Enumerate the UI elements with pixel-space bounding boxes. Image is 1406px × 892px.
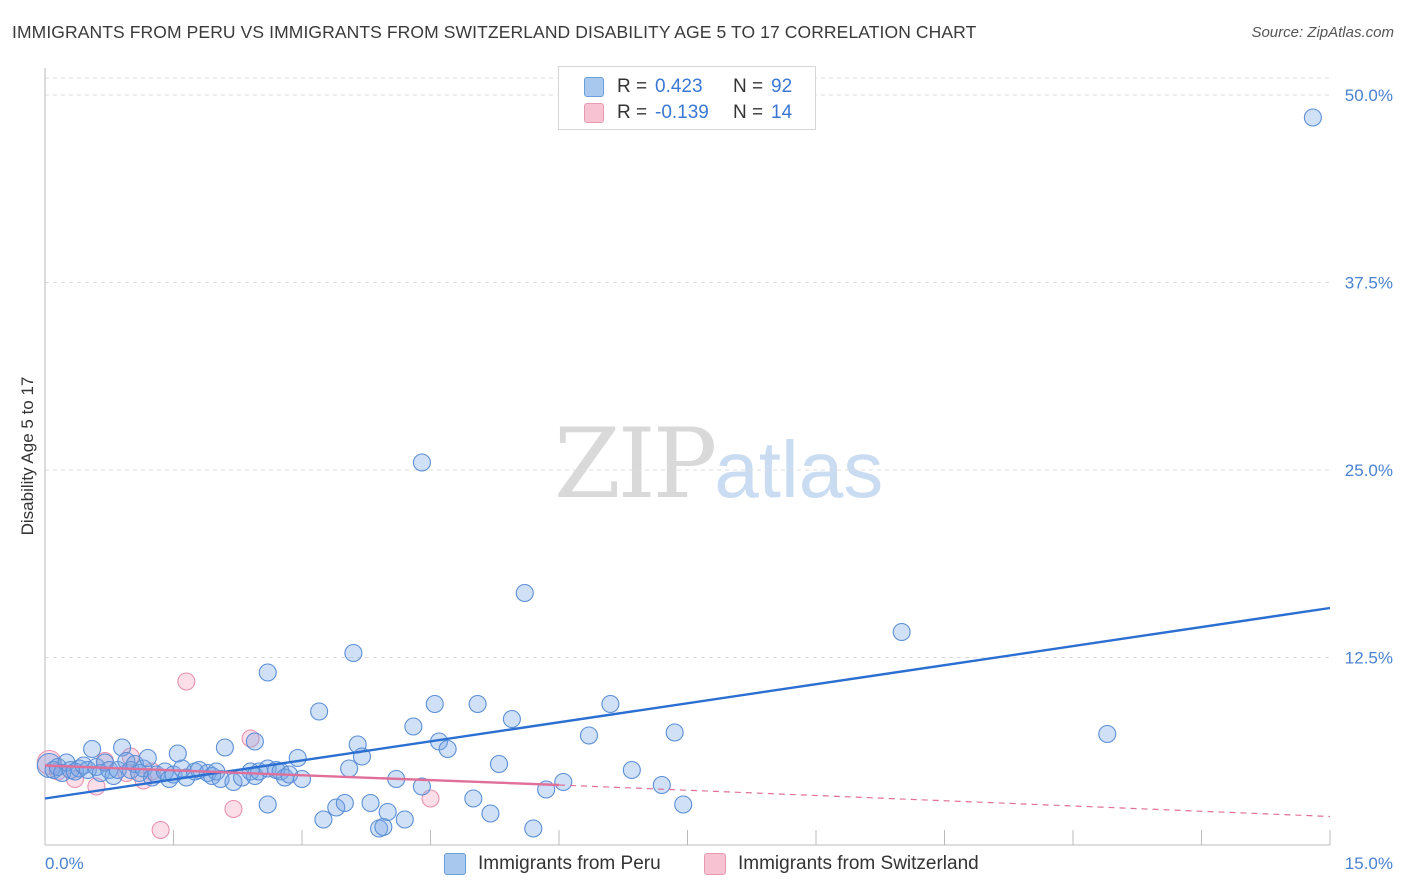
- peru-point: [464, 789, 483, 808]
- peru-point: [438, 739, 457, 759]
- peru-point: [314, 810, 333, 829]
- r-value: 0.423: [655, 76, 703, 97]
- r-label: R =: [617, 76, 648, 97]
- peru-point: [892, 622, 911, 642]
- peru-point: [489, 754, 509, 774]
- peru-point: [395, 810, 414, 829]
- peru-point: [665, 723, 684, 742]
- peru-point: [288, 748, 307, 768]
- x-tick-label: 15.0%: [1345, 854, 1393, 873]
- peru-swatch: [584, 77, 604, 97]
- n-value: 92: [771, 76, 793, 97]
- peru-point: [652, 775, 671, 795]
- peru-point: [515, 583, 534, 603]
- peru-point: [215, 738, 234, 757]
- peru-point: [622, 760, 641, 780]
- peru-point: [1303, 108, 1322, 127]
- source-label: Source: ZipAtlas.com: [1251, 24, 1394, 41]
- peru-point: [292, 769, 312, 789]
- peru-point: [245, 732, 264, 751]
- peru-point: [425, 694, 444, 714]
- peru-point: [361, 793, 380, 813]
- peru-point: [310, 702, 329, 721]
- peru-point: [327, 798, 346, 817]
- peru-point: [138, 748, 157, 768]
- peru-point: [502, 709, 521, 729]
- y-tick-label: 25.0%: [1345, 461, 1393, 480]
- switzerland-point: [151, 820, 170, 840]
- y-tick-label: 37.5%: [1345, 274, 1393, 293]
- peru-point: [374, 817, 393, 837]
- peru-point: [168, 744, 187, 763]
- peru-point: [340, 759, 359, 778]
- y-tick-label: 12.5%: [1345, 649, 1393, 668]
- peru-point: [344, 643, 363, 663]
- switzerland-point: [177, 672, 196, 691]
- peru-point: [674, 795, 693, 814]
- n-label: N =: [733, 76, 764, 97]
- peru-point: [579, 726, 599, 745]
- peru-point: [468, 694, 487, 714]
- peru-swatch: [444, 853, 466, 875]
- r-value: -0.139: [655, 102, 709, 123]
- legend-label-peru: Immigrants from Peru: [478, 853, 661, 874]
- peru-point: [378, 802, 397, 822]
- peru-point: [554, 772, 573, 792]
- peru-point: [258, 663, 277, 682]
- switzerland-swatch: [584, 103, 604, 123]
- peru-point: [601, 694, 620, 714]
- y-tick-label: 50.0%: [1345, 86, 1393, 105]
- peru-point: [258, 795, 277, 814]
- peru-point: [404, 717, 423, 736]
- peru-point: [524, 819, 543, 838]
- n-label: N =: [733, 102, 764, 123]
- switzerland-point: [224, 799, 243, 819]
- peru-point: [412, 453, 431, 472]
- peru-point: [113, 738, 132, 757]
- peru-point: [412, 777, 431, 796]
- peru-point: [83, 739, 102, 759]
- legend-label-switzerland: Immigrants from Switzerland: [738, 853, 979, 874]
- peru-point: [481, 804, 500, 823]
- n-value: 14: [771, 102, 793, 123]
- watermark-zip: ZIP: [554, 408, 717, 520]
- peru-trend-line: [44, 606, 1331, 800]
- chart-title: IMMIGRANTS FROM PERU VS IMMIGRANTS FROM …: [12, 22, 977, 42]
- x-tick-label: 0.0%: [45, 854, 84, 873]
- peru-point: [1098, 724, 1117, 744]
- stats-legend: R = 0.423 N = 92 R = -0.139 N = 14: [558, 66, 816, 130]
- y-axis-label: Disability Age 5 to 17: [18, 376, 37, 536]
- peru-point: [335, 793, 354, 813]
- switzerland-trend-line: [558, 784, 1331, 818]
- switzerland-swatch: [704, 853, 726, 875]
- switzerland-trend-line: [44, 764, 560, 787]
- r-label: R =: [617, 102, 648, 123]
